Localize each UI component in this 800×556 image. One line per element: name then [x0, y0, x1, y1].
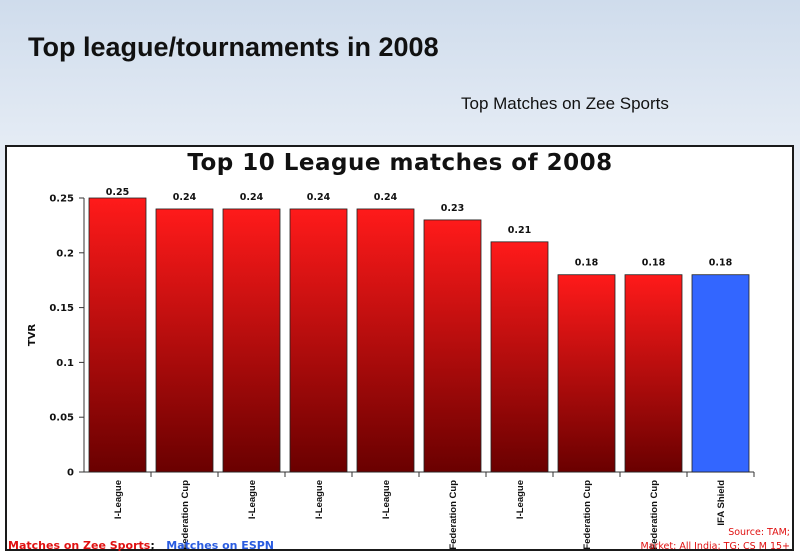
- legend-separator: ;: [150, 539, 155, 552]
- data-label: 0.24: [173, 192, 197, 203]
- x-tick-label: I-League: [515, 480, 526, 519]
- bar: [490, 241, 549, 473]
- x-tick-label: I-League: [381, 480, 392, 519]
- chart-title: Top 10 League matches of 2008: [187, 150, 613, 176]
- data-label: 0.21: [508, 225, 531, 236]
- source-line-2: Market: All India; TG: CS M 15+: [640, 541, 790, 552]
- bar: [289, 208, 348, 473]
- x-tick-label: Federation Cup: [582, 480, 593, 550]
- y-tick-label: 0.25: [49, 194, 74, 205]
- bar: [356, 208, 415, 473]
- x-tick-label: Federation Cup: [448, 480, 459, 550]
- bar: [222, 208, 281, 473]
- x-tick-label: Federation Cup: [180, 480, 191, 550]
- data-label: 0.18: [575, 258, 599, 269]
- source-line-1: Source: TAM;: [728, 527, 790, 538]
- chart-legend: Matches on Zee Sports; Matches on ESPN: [8, 539, 274, 552]
- y-tick-label: 0.2: [56, 248, 74, 259]
- slide-subtitle: Top Matches on Zee Sports: [461, 94, 669, 113]
- x-tick-label: Federation Cup: [649, 480, 660, 550]
- x-tick-label: I-League: [113, 480, 124, 519]
- legend-espn: Matches on ESPN: [166, 539, 275, 552]
- data-label: 0.24: [307, 192, 331, 203]
- legend-zee: Matches on Zee Sports: [8, 539, 151, 552]
- source-note: Source: TAM; Market: All India; TG: CS M…: [640, 526, 790, 554]
- slide-title: Top league/tournaments in 2008: [28, 32, 439, 62]
- bar: [155, 208, 214, 473]
- bar: [624, 274, 683, 473]
- data-label: 0.18: [709, 258, 733, 269]
- data-label: 0.18: [642, 258, 666, 269]
- data-label: 0.24: [374, 192, 398, 203]
- y-tick-label: 0.15: [49, 303, 74, 314]
- data-label: 0.25: [106, 187, 129, 198]
- bar: [88, 197, 147, 473]
- data-label: 0.23: [441, 203, 464, 214]
- data-label: 0.24: [240, 192, 264, 203]
- y-axis-title: TVR: [27, 324, 38, 347]
- x-tick-label: I-League: [247, 480, 258, 519]
- bar: [557, 274, 616, 473]
- y-tick-label: 0.1: [56, 358, 74, 369]
- x-tick-label: I-League: [314, 480, 325, 519]
- bar: [691, 274, 750, 473]
- y-tick-label: 0: [67, 468, 74, 479]
- y-tick-label: 0.05: [49, 413, 74, 424]
- x-tick-label: IFA Shield: [716, 480, 727, 526]
- bar: [423, 219, 482, 473]
